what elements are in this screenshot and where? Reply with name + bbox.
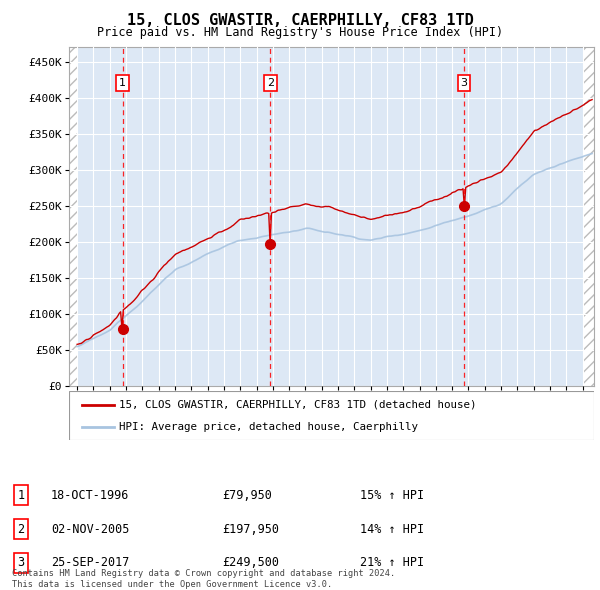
Text: 1: 1 <box>119 78 126 88</box>
Text: 2: 2 <box>17 523 25 536</box>
Text: 14% ↑ HPI: 14% ↑ HPI <box>360 523 424 536</box>
Bar <box>583 47 594 386</box>
Text: Contains HM Land Registry data © Crown copyright and database right 2024.
This d: Contains HM Land Registry data © Crown c… <box>12 569 395 589</box>
Text: HPI: Average price, detached house, Caerphilly: HPI: Average price, detached house, Caer… <box>119 422 418 432</box>
Text: 3: 3 <box>461 78 467 88</box>
Text: £197,950: £197,950 <box>222 523 279 536</box>
Text: 25-SEP-2017: 25-SEP-2017 <box>51 556 130 569</box>
Text: Price paid vs. HM Land Registry's House Price Index (HPI): Price paid vs. HM Land Registry's House … <box>97 26 503 39</box>
Text: £79,950: £79,950 <box>222 489 272 502</box>
Bar <box>69 47 77 386</box>
Text: 21% ↑ HPI: 21% ↑ HPI <box>360 556 424 569</box>
Text: 02-NOV-2005: 02-NOV-2005 <box>51 523 130 536</box>
Text: 3: 3 <box>17 556 25 569</box>
Text: 15, CLOS GWASTIR, CAERPHILLY, CF83 1TD (detached house): 15, CLOS GWASTIR, CAERPHILLY, CF83 1TD (… <box>119 399 476 409</box>
Text: 1: 1 <box>17 489 25 502</box>
Text: 2: 2 <box>266 78 274 88</box>
Text: 15% ↑ HPI: 15% ↑ HPI <box>360 489 424 502</box>
Text: £249,500: £249,500 <box>222 556 279 569</box>
Text: 15, CLOS GWASTIR, CAERPHILLY, CF83 1TD: 15, CLOS GWASTIR, CAERPHILLY, CF83 1TD <box>127 13 473 28</box>
Text: 18-OCT-1996: 18-OCT-1996 <box>51 489 130 502</box>
